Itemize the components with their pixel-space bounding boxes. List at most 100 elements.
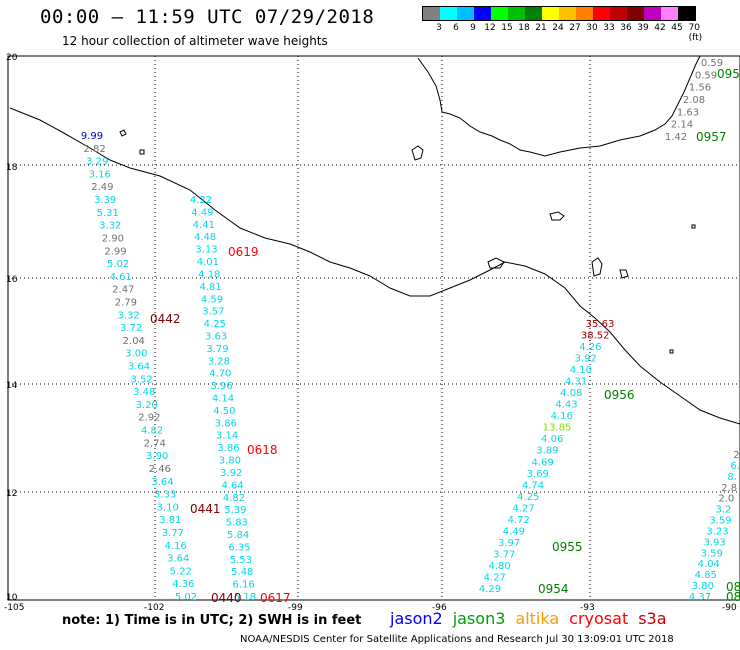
swh-value: 3.92 — [220, 468, 242, 479]
swh-value: 3.16 — [89, 169, 111, 180]
axis-labels: -105 -102 -99 -96 -93 -90 20 18 16 14 12… — [4, 53, 737, 613]
page-title: 00:00 – 11:59 UTC 07/29/2018 — [40, 6, 375, 28]
swh-value: 3.13 — [195, 245, 217, 256]
swh-value: 4.10 — [570, 365, 592, 376]
swh-value: 2.82 — [83, 144, 105, 155]
swh-value: 2.99 — [104, 246, 126, 257]
swh-value: 4.16 — [551, 411, 573, 422]
swh-value: 3.63 — [205, 332, 227, 343]
altimeter-tracks: 9.992.823.293.162.493.395.313.322.902.99… — [81, 58, 740, 603]
swh-value: 4.06 — [541, 434, 563, 445]
swh-value: 4.49 — [503, 526, 525, 537]
gulf-coastline — [417, 55, 701, 157]
pass-label: 0617 — [260, 591, 291, 605]
swh-value: 3.72 — [120, 323, 142, 334]
legend-label: 27 — [569, 23, 581, 33]
swh-value: 3.92 — [575, 354, 597, 365]
swh-value: 3.97 — [498, 538, 520, 549]
swh-value: 4.82 — [223, 493, 245, 504]
swh-value: 3.33 — [154, 490, 176, 501]
swh-value: 4.81 — [199, 282, 221, 293]
legend-swatch — [423, 7, 440, 20]
swh-value: 3.64 — [128, 362, 150, 373]
pass-label: 0955 — [552, 540, 583, 554]
swh-value: 3.20 — [136, 400, 158, 411]
swh-value: 3.10 — [157, 502, 179, 513]
pass-label: 095 — [717, 67, 740, 81]
satellite-cryosat: cryosat — [569, 609, 629, 628]
pacific-coastline — [9, 107, 740, 425]
swh-value: 5.39 — [224, 505, 246, 516]
legend-swatch — [576, 7, 593, 20]
x-label-4: -93 — [580, 603, 595, 613]
swh-value: 4.25 — [517, 492, 539, 503]
swh-value: 4.31 — [565, 377, 587, 388]
swh-value: 2.49 — [91, 182, 113, 193]
legend-label: 39 — [637, 23, 649, 33]
legend-label: 6 — [453, 23, 459, 33]
pass-label: 0618 — [247, 443, 278, 457]
swh-value: 4.25 — [204, 319, 226, 330]
legend-color-bar — [422, 6, 696, 21]
satellite-jason2: jason2 — [390, 609, 443, 628]
swh-value: 4.74 — [522, 480, 544, 491]
swh-value: 0.59 — [695, 70, 717, 81]
pass-label: 08 — [726, 590, 740, 604]
swh-value: 4.27 — [484, 573, 506, 584]
swh-value: 5.02 — [175, 592, 197, 603]
swh-value: 4.26 — [579, 342, 601, 353]
legend-label: 42 — [654, 23, 666, 33]
x-label-1: -102 — [144, 603, 164, 613]
legend-label: 15 — [501, 23, 513, 33]
swh-value: 3.32 — [117, 310, 139, 321]
units-note: note: 1) Time is in UTC; 2) SWH is in fe… — [62, 613, 362, 628]
credit-line: NOAA/NESDIS Center for Satellite Applica… — [240, 634, 674, 645]
swh-value: 4.22 — [190, 195, 212, 206]
pass-label: 0440 — [211, 591, 242, 605]
x-label-2: -99 — [288, 603, 303, 613]
swh-value: 5.84 — [227, 530, 249, 541]
pass-label: 08 — [726, 580, 740, 594]
legend-swatch — [627, 7, 644, 20]
x-label-5: -90 — [722, 603, 737, 613]
legend-swatch — [508, 7, 525, 20]
swh-value: 3.80 — [692, 581, 714, 592]
swh-value: 2.08 — [683, 95, 705, 106]
swh-value: 4.41 — [193, 220, 215, 231]
pass-label: 0442 — [150, 312, 181, 326]
swh-value: 4.82 — [141, 426, 163, 437]
legend-label: 33 — [603, 23, 615, 33]
swh-value: 4.36 — [172, 579, 194, 590]
islands — [119, 129, 696, 354]
swh-value: 3.90 — [146, 451, 168, 462]
swh-value: 4.48 — [194, 232, 216, 243]
swh-value: 3.77 — [162, 528, 184, 539]
swh-value: 3.77 — [493, 549, 515, 560]
pass-label: 0954 — [538, 582, 569, 596]
swh-value: 3.79 — [206, 344, 228, 355]
swh-value: 3.28 — [208, 356, 230, 367]
y-label-2: 16 — [6, 275, 18, 285]
legend-swatch — [593, 7, 610, 20]
swh-value: 2.04 — [123, 336, 145, 347]
swh-value: 8. — [727, 472, 737, 483]
legend-label: 24 — [552, 23, 564, 33]
legend-swatch — [644, 7, 661, 20]
legend-swatch — [474, 7, 491, 20]
legend-swatch — [440, 7, 457, 20]
swh-value: 4.80 — [488, 561, 510, 572]
swh-value: 5.53 — [230, 555, 252, 566]
swh-value: 5.22 — [170, 566, 192, 577]
swh-value: 1.56 — [689, 83, 711, 94]
swh-value: 0.59 — [701, 58, 723, 69]
swh-value: 4.49 — [191, 207, 213, 218]
legend-swatch — [457, 7, 474, 20]
pass-label: 0441 — [190, 502, 221, 516]
y-label-4: 12 — [6, 489, 17, 499]
swh-value: 3.48 — [133, 387, 155, 398]
swh-value: 4.27 — [512, 503, 534, 514]
swh-value: 4.61 — [110, 272, 132, 283]
legend-swatch — [559, 7, 576, 20]
swh-value: 2.92 — [138, 413, 160, 424]
pass-label: 0619 — [228, 245, 259, 259]
